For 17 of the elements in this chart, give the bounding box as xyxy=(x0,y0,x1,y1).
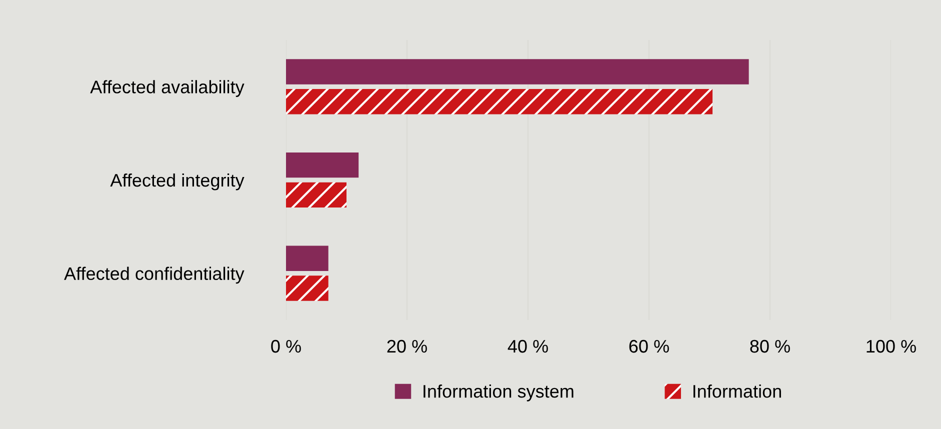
legend-label: Information system xyxy=(424,384,574,402)
y-tick-label: Affected confidentiality xyxy=(64,266,244,284)
x-tick-label: 20 % xyxy=(387,340,427,353)
x-tick-label: 0 % xyxy=(271,340,301,353)
bar xyxy=(286,246,328,271)
x-tick-label: 60 % xyxy=(629,340,669,353)
y-tick-label: Affected integrity xyxy=(110,173,244,190)
bar xyxy=(286,276,328,301)
y-tick-label: Affected availability xyxy=(90,80,244,97)
bar xyxy=(286,182,346,208)
bar xyxy=(286,59,749,84)
x-tick-label: 100 % xyxy=(866,340,916,353)
legend-label: Information xyxy=(693,384,781,398)
bar xyxy=(286,89,713,114)
x-tick-label: 40 % xyxy=(508,340,548,353)
x-tick-label: 80 % xyxy=(750,340,790,353)
bar xyxy=(286,152,359,178)
